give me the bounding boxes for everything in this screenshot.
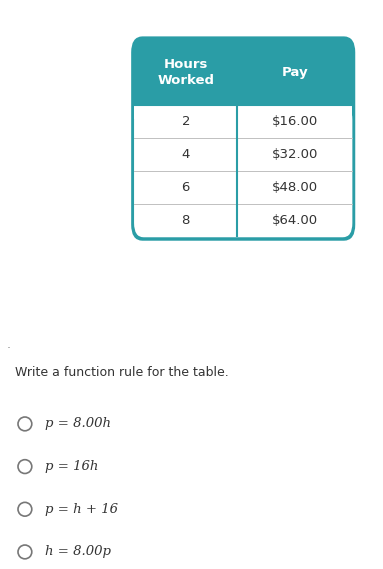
Text: p = 8.00h: p = 8.00h [45,418,111,430]
Text: .: . [7,338,11,351]
Text: p = 16h: p = 16h [45,460,98,473]
Text: 4: 4 [182,149,190,161]
Text: Hours
Worked: Hours Worked [157,58,214,87]
Text: 6: 6 [182,182,190,194]
FancyBboxPatch shape [133,38,354,239]
Text: $32.00: $32.00 [272,149,318,161]
Text: 8: 8 [182,215,190,227]
Text: $48.00: $48.00 [272,182,318,194]
Text: h = 8.00p: h = 8.00p [45,546,111,558]
Text: 2: 2 [182,116,190,128]
Text: $64.00: $64.00 [272,215,318,227]
Text: Pay: Pay [282,66,308,79]
Bar [134,91,352,105]
Text: $16.00: $16.00 [272,116,318,128]
Text: Write a function rule for the table.: Write a function rule for the table. [15,366,229,379]
Bar [134,105,352,119]
FancyBboxPatch shape [134,40,352,105]
FancyBboxPatch shape [134,105,352,237]
Text: p = h + 16: p = h + 16 [45,503,118,516]
